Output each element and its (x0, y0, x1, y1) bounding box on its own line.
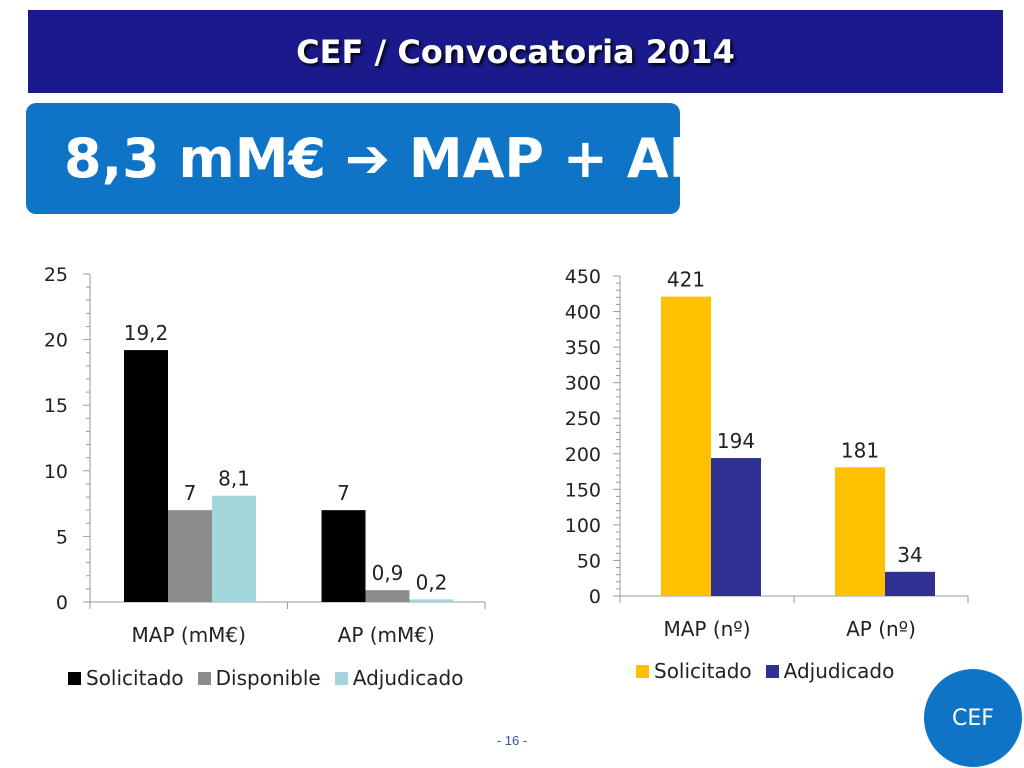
chart-left-y-tick-label: 20 (44, 330, 68, 352)
legend-swatch (334, 671, 348, 685)
legend-label: Solicitado (86, 666, 184, 690)
chart-left-y-tick-label: 10 (44, 461, 68, 483)
chart-left-y-tick-label: 25 (44, 264, 68, 286)
chart-left-y-tick-label: 15 (44, 395, 68, 417)
chart-right-data-label: 181 (841, 438, 879, 462)
chart-right-y-tick-label: 300 (565, 373, 601, 395)
legend-item-solicitado: Solicitado (68, 666, 184, 690)
legend-swatch (68, 671, 81, 685)
chart-right-y-tick-label: 150 (565, 479, 601, 501)
chart-left-bar-adjudicado (409, 599, 454, 602)
chart-left-data-label: 7 (184, 481, 197, 505)
chart-right-y-tick-label: 400 (565, 302, 601, 324)
legend-item-adjudicado: Adjudicado (765, 659, 895, 683)
legend-item-disponible: Disponible (197, 666, 321, 690)
headline-text: 8,3 mM€ ➔ MAP + AP (64, 127, 709, 190)
chart-right-y-tick-label: 450 (565, 266, 601, 288)
chart-left-data-label: 0,2 (416, 570, 448, 594)
chart-left-category-label: MAP (mM€) (132, 623, 246, 647)
chart-left-y-tick-label: 0 (56, 592, 68, 614)
chart-left-data-label: 7 (337, 481, 350, 505)
chart-left-bar-solicitado (321, 510, 366, 602)
legend-label: Solicitado (654, 659, 752, 683)
chart-right-category-label: MAP (nº) (663, 617, 750, 641)
chart-right-y-tick-label: 200 (565, 444, 601, 466)
legend-item-solicitado: Solicitado (636, 659, 752, 683)
legend-label: Disponible (215, 666, 321, 690)
chart-left-data-label: 19,2 (124, 321, 169, 345)
legend-label: Adjudicado (783, 659, 895, 683)
chart-right-category-label: AP (nº) (846, 617, 916, 641)
legend-item-adjudicado: Adjudicado (334, 666, 464, 690)
chart-right-y-tick-label: 50 (577, 550, 601, 572)
legend-left: Solicitado Disponible Adjudicado (68, 666, 477, 690)
page-number: - 16 - (496, 733, 528, 748)
chart-right-data-label: 34 (897, 543, 922, 567)
chart-right-y-tick-label: 350 (565, 337, 601, 359)
chart-right-data-label: 421 (667, 268, 705, 292)
chart-right-y-tick-label: 100 (565, 515, 601, 537)
title-bar: CEF / Convocatoria 2014 (28, 10, 1003, 93)
legend-label: Adjudicado (352, 666, 464, 690)
chart-right-bar-solicitado (661, 296, 711, 596)
logo-text: CEF (952, 705, 994, 731)
chart-right-data-label: 194 (717, 429, 755, 453)
chart-right-y-tick-label: 0 (589, 586, 601, 608)
legend-swatch (636, 664, 649, 678)
chart-right-y-tick-label: 250 (565, 408, 601, 430)
chart-right-bar-solicitado (835, 467, 885, 596)
chart-left-bar-adjudicado (212, 495, 256, 602)
chart-right-bar-adjudicado (885, 571, 935, 596)
chart-left-data-label: 8,1 (218, 467, 250, 491)
chart-left-data-label: 0,9 (372, 561, 404, 585)
slide-title: CEF / Convocatoria 2014 (296, 32, 735, 71)
legend-swatch (197, 671, 211, 685)
legend-right: Solicitado Adjudicado (636, 659, 908, 683)
headline-box: 8,3 mM€ ➔ MAP + AP (26, 103, 708, 214)
cef-logo: CEF (924, 669, 1022, 767)
chart-left-bar-solicitado (124, 350, 168, 602)
chart-right-bar-adjudicado (711, 458, 761, 596)
chart-left-bar-disponible (168, 510, 212, 602)
chart-left-category-label: AP (mM€) (338, 623, 435, 647)
chart-left-bar-disponible (365, 590, 410, 602)
legend-swatch (765, 664, 779, 678)
chart-left-y-tick-label: 5 (56, 526, 68, 548)
